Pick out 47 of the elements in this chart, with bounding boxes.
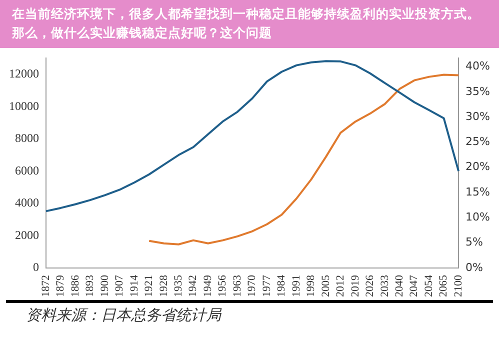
y2-tick-label: 0%: [466, 260, 484, 274]
x-tick-label: 2100: [452, 274, 464, 297]
x-tick-label: 2040: [394, 274, 406, 297]
y2-tick-label: 10%: [466, 210, 490, 224]
x-tick-label: 1872: [40, 275, 52, 297]
y-tick-label: 0: [33, 260, 39, 274]
x-tick-label: 1886: [69, 274, 82, 297]
x-tick-label: 1991: [290, 275, 302, 297]
x-tick-label: 1949: [202, 274, 214, 297]
y-tick-label: 2000: [15, 228, 39, 242]
x-tick-label: 1970: [246, 274, 258, 297]
text: 资料来源：日本总务省统计局: [6, 300, 493, 328]
chart-title: 在当前经济环境下，很多人都希望找到一种稳定且能够持续盈利的实业投资方式。那么，做什么实业赚钱稳定点好呢？这个问题: [0, 0, 499, 48]
y2-tick-label: 35%: [466, 84, 490, 98]
x-tick-label: 2005: [320, 274, 332, 297]
y-tick-label: 10000: [9, 98, 39, 113]
x-tick-label: 1921: [143, 275, 156, 297]
y-tick-label: 6000: [15, 163, 39, 178]
x-tick-label: 1914: [128, 274, 140, 297]
x-tick-label: 2047: [408, 274, 420, 297]
x-tick-label: 1879: [54, 274, 67, 297]
x-tick-label: 1963: [231, 274, 244, 297]
x-tick-label: 1998: [305, 274, 318, 297]
x-tick-label: 1956: [216, 274, 229, 297]
y2-tick-label: 15%: [466, 185, 490, 198]
x-tick-label: 1900: [98, 274, 111, 297]
y-tick-label: 8000: [15, 131, 39, 146]
y2-tick-label: 5%: [466, 236, 484, 249]
y2-tick-label: 20%: [466, 160, 490, 174]
y2-tick-label: 25%: [466, 135, 490, 148]
x-tick-label: 2019: [349, 274, 362, 297]
x-tick-label: 1942: [187, 275, 200, 297]
x-tick-label: 1984: [276, 274, 288, 297]
x-tick-label: 1907: [114, 274, 126, 297]
x-tick-label: 1935: [172, 274, 184, 297]
x-tick-label: 2054: [422, 274, 435, 297]
x-tick-label: 2065: [438, 274, 450, 297]
x-tick-label: 2026: [364, 274, 376, 297]
y2-tick-label: 30%: [466, 110, 490, 123]
x-tick-label: 1928: [158, 274, 170, 297]
y-tick-label: 12000: [9, 66, 39, 80]
x-tick-label: 2012: [334, 275, 347, 297]
y-tick-label: 4000: [15, 196, 39, 210]
y2-tick-label: 40%: [466, 60, 490, 73]
x-tick-label: 1977: [260, 274, 273, 297]
x-tick-label: 2033: [378, 274, 391, 297]
x-tick-label: 1893: [84, 274, 96, 297]
